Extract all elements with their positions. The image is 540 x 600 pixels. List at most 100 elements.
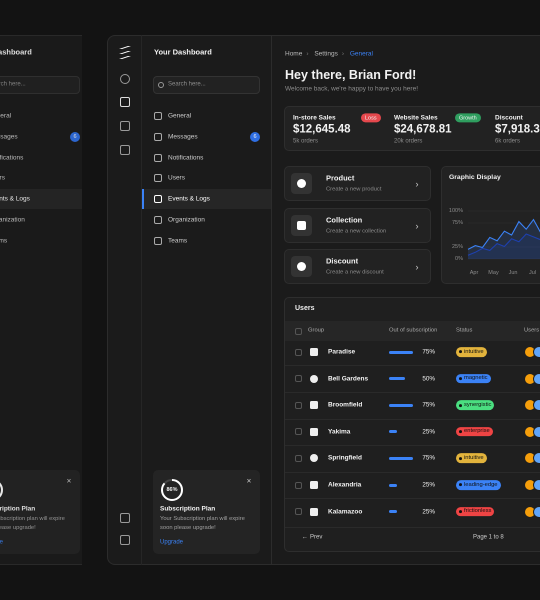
row-checkbox[interactable] [295,348,302,356]
nav-item[interactable]: Users [0,174,5,182]
upgrade-link[interactable]: Upgrade [160,539,184,546]
breadcrumb-item[interactable]: Home [285,50,303,58]
status-pill: intuitive [456,347,487,357]
row-checkbox[interactable] [295,375,302,383]
progress-label: 86% [166,486,178,493]
stat-label: Discount [495,114,523,122]
action-chevron: › [415,178,419,189]
status-dot [459,403,462,407]
rail-icon[interactable] [120,121,130,131]
rail-icon[interactable] [120,97,130,107]
status-pill: enterprise [456,426,493,437]
nav-item[interactable]: Organization [168,216,205,224]
subscription-label: 50% [422,374,435,382]
upgrade-link[interactable]: Upgrade [0,539,4,546]
background-panel: Your Dashboard Search here... General Messa… [0,0,82,600]
breadcrumb-sep: › [341,50,345,58]
subscription-bar [389,483,397,487]
nav-item[interactable]: Organization [0,216,25,224]
group-name: Yakima [328,428,351,436]
table-title: Users [295,304,315,312]
logo [119,46,131,59]
row-checkbox[interactable] [295,401,302,409]
group-logo [310,507,318,516]
prev-button[interactable]: Prev [310,534,323,541]
search-box[interactable] [0,76,80,94]
row-divider [285,471,540,473]
nav-icon [154,112,162,120]
status-pill: intuitive [456,453,487,464]
search-placeholder: Search here... [0,81,26,88]
nav-item[interactable]: Teams [0,237,8,245]
rail-icon[interactable] [120,513,130,523]
close-button[interactable]: × [66,476,72,486]
stat-value: $24,678.81 [394,123,452,136]
row-checkbox[interactable] [295,454,302,462]
background-panel-content: Your Dashboard Search here... General Messa… [0,0,82,600]
nav-item[interactable]: Teams [168,237,188,245]
page-indicator: Page 1 to 8 [473,534,504,541]
series-line [467,218,540,250]
subscription-title: Subscription Plan [160,505,216,513]
stat-label: Website Sales [394,114,438,122]
subscription-bar [389,456,413,460]
nav-item[interactable]: Events & Logs [0,195,30,203]
nav-active-indicator [142,189,144,210]
graph-card [441,166,540,284]
status-dot [459,430,462,434]
subscription-card [153,470,260,554]
series-line [467,233,540,256]
action-icon-glyph [297,179,306,188]
header-checkbox[interactable] [295,328,302,335]
subscription-label: 75% [422,401,435,409]
rail-icon[interactable] [120,535,130,545]
stats-card [284,106,540,151]
group-name: Broomfield [328,401,363,409]
rail-icon[interactable] [120,145,130,155]
subscription-label: 75% [422,348,435,356]
column-header: Users [524,327,540,334]
subscription-text: Your Subscription plan will expire soon … [160,516,245,531]
group-name: Alexandria [328,481,362,489]
action-subtitle: Create a new discount [326,269,384,276]
nav-icon [154,236,162,245]
nav-item[interactable]: General [168,112,192,120]
subscription-bar [389,403,413,407]
footer-divider [285,527,540,528]
action-chevron: › [415,220,419,231]
x-tick-label: Jun [508,269,518,276]
nav-item[interactable]: Users [168,174,185,182]
group-logo [310,401,318,410]
nav-item[interactable]: Messages [0,133,18,141]
user-avatar [533,425,540,438]
sidebar-divider [271,35,272,565]
stat-badge: Growth [455,113,481,123]
rail-divider [141,35,142,565]
nav-item[interactable]: Notifications [168,153,204,161]
subscription-label: 25% [422,481,435,489]
nav-active-bg [142,189,271,210]
nav-item[interactable]: Notifications [0,153,24,161]
progress-ring [0,479,3,501]
nav-icon [154,216,162,224]
breadcrumb-item[interactable]: General [349,50,373,58]
row-checkbox[interactable] [295,428,302,436]
x-tick-label: May [488,269,499,276]
rail-icon[interactable] [120,74,130,84]
column-header[interactable]: Group [308,327,325,334]
row-checkbox[interactable] [295,508,302,516]
subscription-bar [389,510,397,514]
search-box[interactable] [153,76,260,94]
row-divider [285,418,540,420]
x-tick-label: Jul [528,269,537,276]
breadcrumb-item[interactable]: Settings [314,50,338,58]
subscription-title: Subscription Plan [0,505,36,513]
close-button[interactable]: × [246,476,252,486]
nav-item[interactable]: Events & Logs [168,195,210,203]
progress-arc [161,479,183,501]
nav-item[interactable]: Messages [168,133,198,141]
row-checkbox[interactable] [295,481,302,489]
nav-item[interactable]: General [0,112,12,120]
user-avatar [533,399,540,412]
action-icon-glyph [297,262,306,271]
